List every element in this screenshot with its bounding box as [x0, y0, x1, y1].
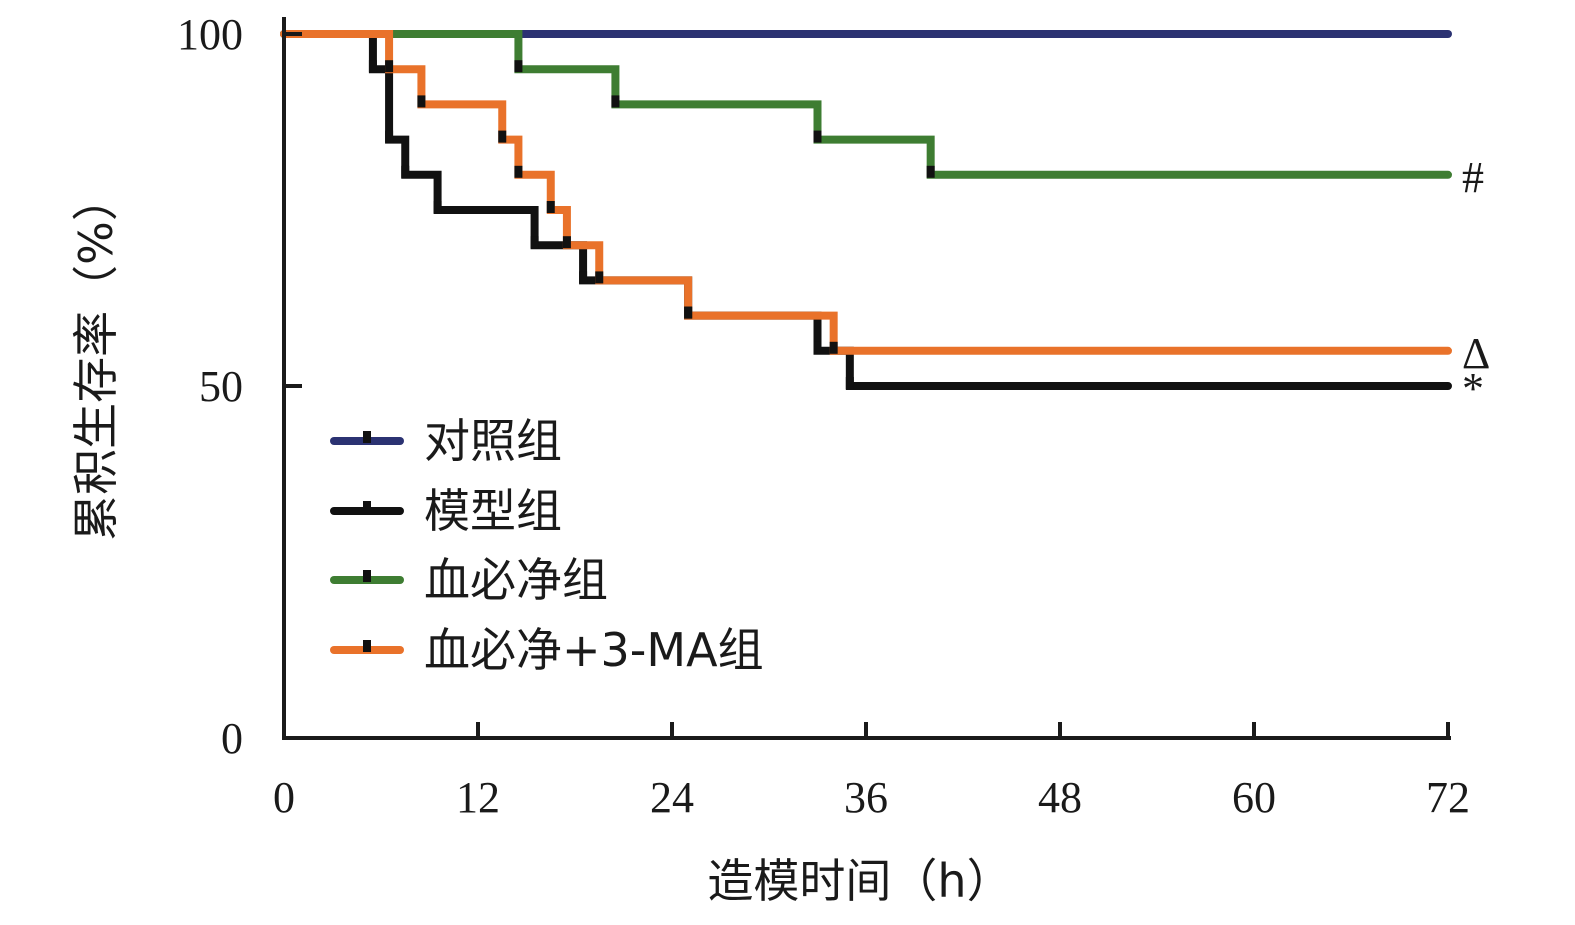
series-2-step-marker [611, 95, 620, 108]
legend-label-3: 血必净+3-MA组 [424, 623, 764, 677]
series-3-step-marker [829, 341, 838, 354]
x-tick-label: 72 [1426, 773, 1470, 822]
series-1-step-marker [813, 341, 822, 354]
x-tick-label: 0 [273, 773, 295, 822]
y-tick-label: 100 [177, 10, 243, 59]
series-1-step-marker [385, 130, 394, 143]
series-1-step-marker [368, 60, 377, 73]
series-1-step-marker [433, 201, 442, 213]
series-2-step-marker [514, 60, 523, 73]
legend-marker-0 [363, 431, 371, 443]
series-3-step-marker [417, 95, 426, 108]
legend-label-2: 血必净组 [424, 553, 608, 607]
significance-marker-3: Δ [1462, 329, 1490, 378]
series-1-step-marker [579, 271, 588, 284]
series-line-3 [280, 30, 1452, 355]
y-ticks: 0 50 100 [177, 10, 302, 763]
legend-marker-3 [363, 640, 371, 652]
series-1-step-marker [530, 236, 539, 249]
y-tick-label: 50 [199, 362, 243, 411]
series-3-step-marker [684, 306, 693, 319]
series-1-step-marker [845, 377, 854, 389]
series-3-step-marker [514, 165, 523, 178]
series-3-step-marker [498, 130, 507, 143]
x-tick-label: 36 [844, 773, 888, 822]
plot-area [280, 30, 1452, 390]
x-ticks: 0 12 24 36 48 60 72 [273, 722, 1470, 822]
legend-label-1: 模型组 [424, 484, 562, 538]
significance-marker-1: * [1462, 364, 1484, 413]
legend-label-0: 对照组 [424, 414, 562, 468]
x-tick-label: 48 [1038, 773, 1082, 822]
x-axis-title: 造模时间（h） [707, 854, 1012, 908]
x-tick-label: 24 [650, 773, 694, 822]
series-3-step-marker [595, 271, 604, 284]
series-line-2 [280, 30, 1452, 179]
legend-marker-2 [363, 570, 371, 582]
y-tick-label: 0 [221, 714, 243, 763]
x-tick-label: 12 [456, 773, 500, 822]
series-3-step-marker [562, 236, 571, 249]
series-1-step-marker [401, 165, 410, 178]
series-2-step-marker [813, 130, 822, 143]
significance-markers: * # Δ [1462, 153, 1490, 413]
series-line-1 [280, 30, 1452, 390]
series-2-step-marker [926, 165, 935, 178]
series-3-step-marker [385, 60, 394, 73]
significance-marker-2: # [1462, 153, 1484, 202]
y-axis-title: 累积生存率（%） [69, 175, 123, 541]
legend-marker-1 [363, 501, 371, 513]
x-tick-label: 60 [1232, 773, 1276, 822]
series-3-step-marker [546, 201, 555, 213]
